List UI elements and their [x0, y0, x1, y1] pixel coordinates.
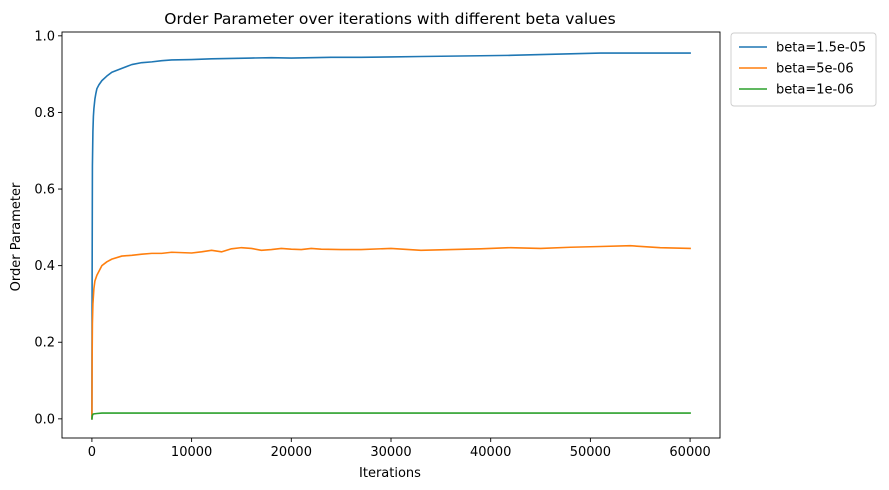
chart-title: Order Parameter over iterations with dif… [164, 10, 615, 28]
x-axis: 0 10000 20000 30000 40000 50000 60000 [88, 438, 711, 460]
y-tick-label: 0.0 [34, 412, 55, 427]
y-axis-label: Order Parameter [9, 182, 24, 291]
x-axis-label: Iterations [359, 466, 421, 481]
legend: beta=1.5e-05 beta=5e-06 beta=1e-06 [730, 32, 877, 107]
series-line-2 [91, 244, 691, 420]
legend-entry-label: beta=1.5e-05 [776, 41, 866, 56]
series-line-1 [91, 52, 691, 420]
x-tick-label: 50000 [570, 445, 611, 460]
y-tick-label: 0.6 [34, 183, 55, 198]
x-tick-label: 30000 [370, 445, 411, 460]
legend-entry-label: beta=1e-06 [776, 83, 854, 98]
x-tick-label: 10000 [171, 445, 212, 460]
series-line-3 [91, 412, 691, 420]
x-tick-label: 60000 [669, 445, 710, 460]
legend-box [730, 32, 877, 107]
y-tick-label: 0.8 [34, 106, 55, 121]
y-tick-label: 1.0 [34, 29, 55, 44]
x-tick-label: 0 [88, 445, 96, 460]
x-tick-label: 20000 [271, 445, 312, 460]
legend-entry-label: beta=5e-06 [776, 62, 854, 77]
y-tick-label: 0.2 [34, 336, 55, 351]
y-tick-label: 0.4 [34, 259, 55, 274]
x-tick-label: 40000 [470, 445, 511, 460]
y-axis: 0.0 0.2 0.4 0.6 0.8 1.0 [34, 29, 62, 427]
plot-area [91, 52, 691, 420]
